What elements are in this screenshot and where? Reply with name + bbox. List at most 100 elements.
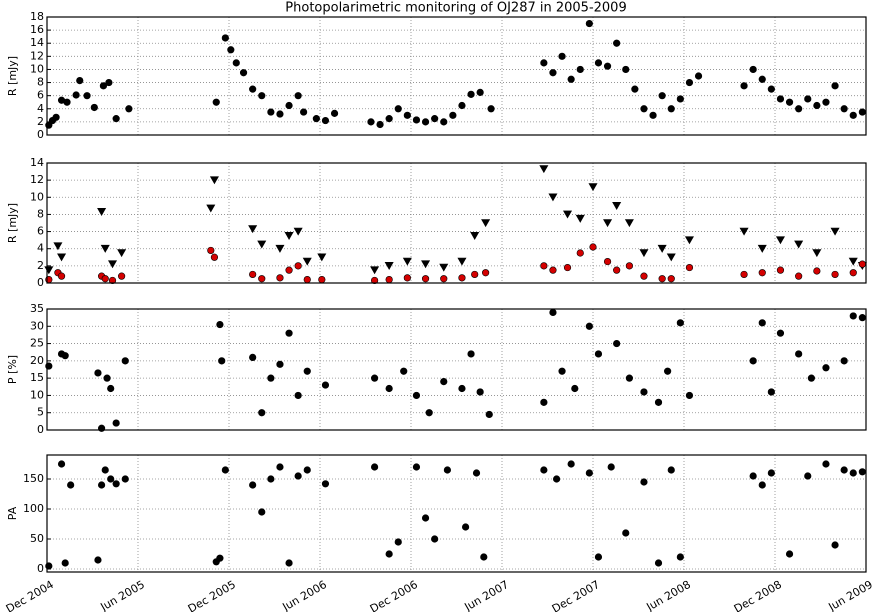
point — [303, 466, 311, 474]
point — [603, 62, 612, 70]
point — [667, 105, 675, 113]
point — [105, 78, 113, 87]
point — [121, 475, 129, 483]
y-tick-label: 16 — [30, 23, 44, 36]
triangle-marker — [384, 262, 394, 270]
point — [94, 369, 102, 377]
triangle-marker — [830, 227, 840, 236]
point — [585, 322, 593, 330]
point — [221, 34, 229, 42]
point — [654, 398, 663, 406]
point — [472, 469, 481, 477]
point — [101, 466, 109, 474]
point — [385, 384, 393, 393]
point — [603, 257, 612, 266]
triangle-marker — [603, 219, 613, 228]
point — [94, 556, 102, 564]
point — [57, 460, 66, 468]
point — [403, 274, 411, 282]
point — [258, 508, 266, 516]
point — [216, 320, 224, 329]
point — [90, 103, 98, 112]
point — [449, 111, 457, 119]
point — [840, 105, 848, 113]
point — [107, 384, 115, 393]
point — [549, 308, 557, 317]
y-axis-label: R [mJy] — [6, 56, 19, 96]
point — [476, 88, 484, 96]
triangle-marker — [421, 260, 431, 269]
point — [462, 523, 470, 531]
point — [376, 120, 384, 129]
y-tick-label: 12 — [30, 49, 44, 62]
triangle-marker — [612, 202, 622, 210]
point — [858, 314, 866, 322]
y-tick-label: 0 — [37, 423, 44, 436]
y-tick-label: 18 — [30, 10, 44, 23]
point — [767, 85, 775, 93]
point — [61, 559, 69, 567]
point — [613, 39, 621, 47]
point — [567, 460, 575, 468]
point — [795, 350, 803, 358]
triangle-marker — [588, 183, 598, 192]
point — [440, 378, 448, 386]
point — [267, 374, 275, 382]
point — [218, 357, 226, 365]
point — [740, 82, 748, 90]
y-tick-label: 14 — [30, 36, 44, 49]
y-axis-label: R [mJy] — [6, 203, 19, 243]
y-axis-label: P [%] — [6, 355, 19, 384]
y-tick-label: 12 — [30, 173, 44, 186]
point — [285, 329, 293, 337]
y-tick-label: 10 — [30, 62, 44, 75]
point — [813, 101, 821, 110]
point — [640, 478, 648, 486]
point — [654, 559, 663, 567]
y-tick-label: 2 — [37, 115, 44, 128]
point — [831, 270, 839, 279]
point — [458, 101, 466, 110]
point — [125, 105, 133, 113]
point — [318, 275, 326, 284]
point — [758, 269, 766, 277]
x-tick-label: Dec 2004 — [4, 578, 56, 612]
point — [249, 353, 257, 362]
triangle-marker — [481, 219, 491, 228]
point — [667, 275, 675, 283]
point — [849, 269, 857, 277]
y-tick-label: 5 — [37, 406, 44, 419]
point — [858, 260, 866, 268]
point — [640, 105, 648, 113]
point — [785, 98, 794, 106]
point — [467, 90, 475, 98]
point — [101, 275, 109, 283]
point — [804, 95, 812, 103]
point — [303, 275, 311, 284]
triangle-marker — [666, 253, 676, 262]
point — [631, 85, 639, 93]
point — [227, 46, 235, 54]
point — [849, 312, 857, 320]
point — [112, 419, 120, 427]
triangle-marker — [209, 176, 219, 185]
point — [294, 472, 302, 480]
point — [385, 115, 393, 123]
point — [540, 262, 548, 270]
point — [795, 272, 803, 280]
point — [210, 253, 219, 261]
point — [594, 59, 603, 67]
point — [431, 535, 439, 543]
point — [749, 357, 757, 365]
point — [232, 59, 240, 67]
point — [558, 367, 566, 375]
point — [458, 274, 466, 282]
point — [118, 272, 126, 280]
point — [540, 466, 548, 474]
point — [371, 276, 379, 285]
point — [394, 538, 402, 546]
x-tick-label: Dec 2006 — [368, 578, 420, 612]
point — [72, 91, 80, 99]
point — [312, 115, 320, 123]
triangle-marker — [548, 193, 558, 202]
